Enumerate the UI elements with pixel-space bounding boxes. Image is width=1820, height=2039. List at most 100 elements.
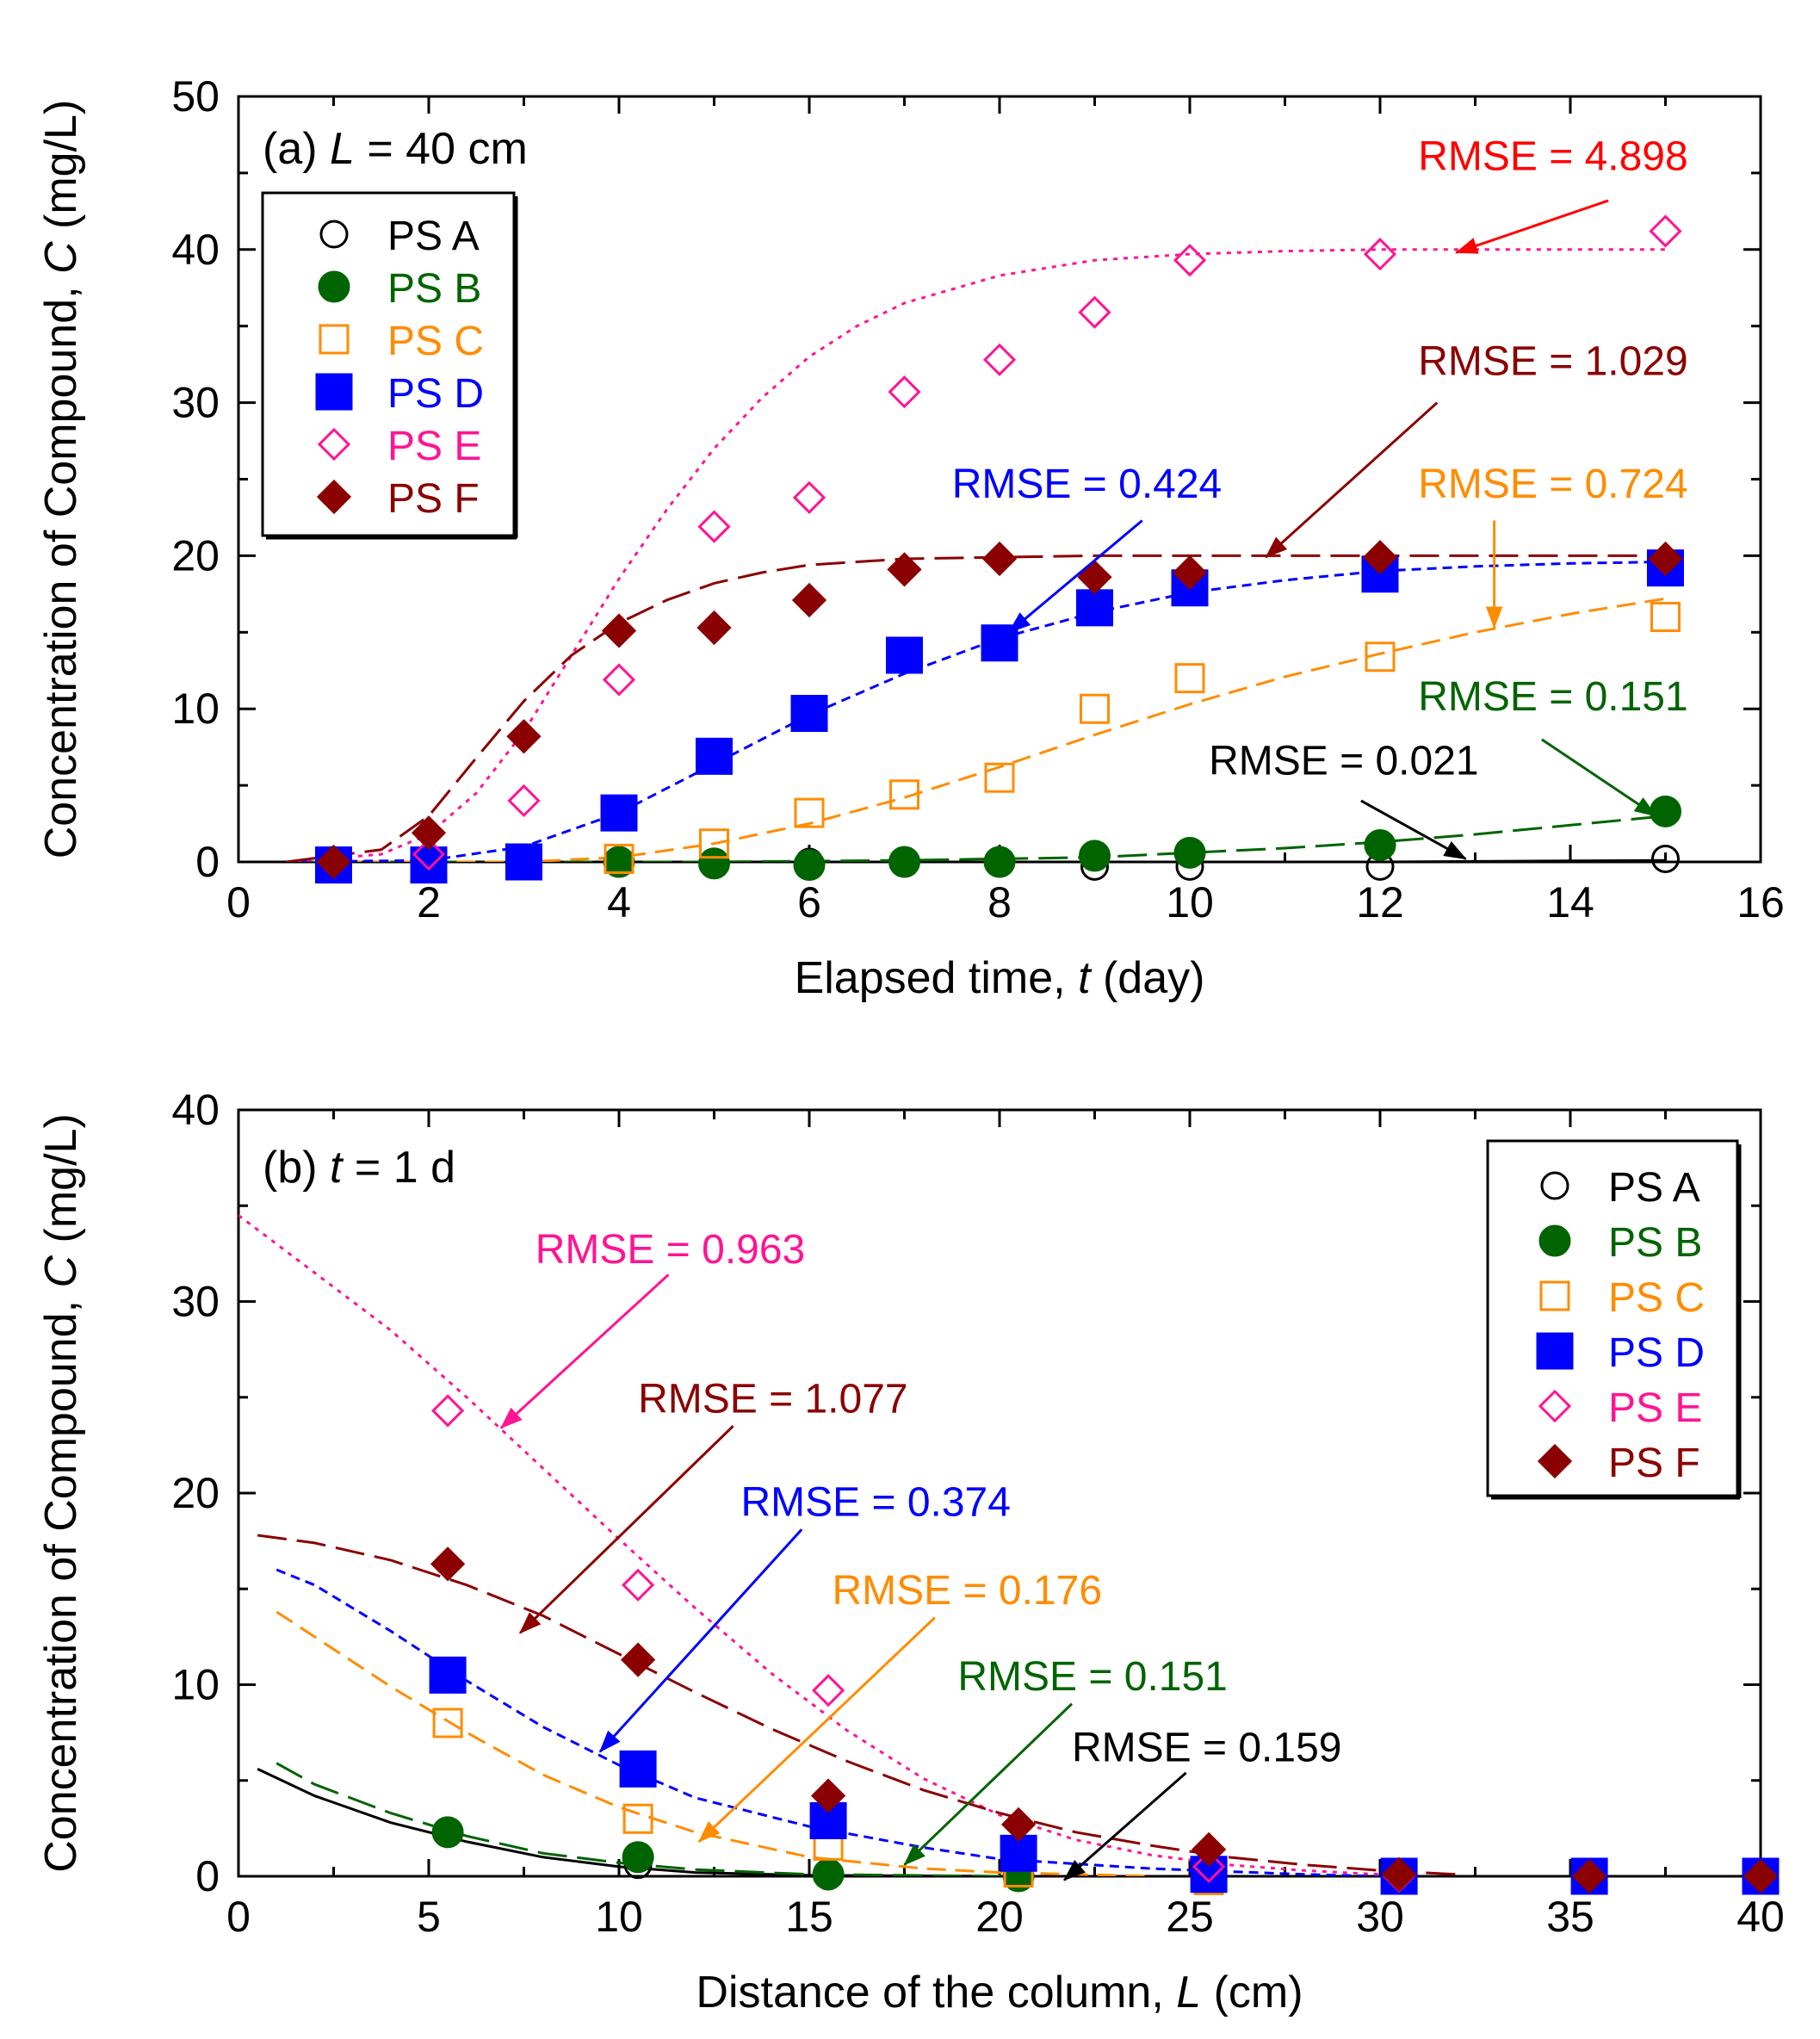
- data-point: [1078, 295, 1111, 329]
- legend-label: PS A: [1608, 1165, 1700, 1211]
- data-point: [1571, 1858, 1607, 1894]
- data-point: [600, 794, 638, 832]
- data-point: [430, 1546, 466, 1582]
- rmse-label: RMSE = 0.176: [833, 1568, 1103, 1614]
- data-point: [982, 343, 1017, 376]
- data-point: [1649, 214, 1682, 248]
- rmse-arrow-head: [1455, 238, 1479, 254]
- x-tick-label: 8: [987, 878, 1012, 927]
- legend-marker: [317, 427, 351, 462]
- fit-curve-ps-a: [286, 858, 1666, 862]
- rmse-arrow-shaft: [1008, 519, 1143, 634]
- rmse-annotation: RMSE = 0.151: [1418, 674, 1688, 817]
- panel-title: (b) t = 1 d: [263, 1143, 455, 1193]
- fit-curve-ps-c: [286, 597, 1666, 862]
- rmse-label: RMSE = 1.029: [1418, 339, 1688, 385]
- fit-curve-ps-b: [286, 815, 1666, 862]
- x-tick-label: 16: [1736, 878, 1785, 927]
- data-point: [1191, 1831, 1227, 1867]
- rmse-arrow-head: [1633, 796, 1657, 817]
- data-point: [1363, 238, 1397, 271]
- x-tick-label: 12: [1356, 878, 1404, 927]
- rmse-arrow-head: [598, 1730, 621, 1753]
- rmse-annotation: RMSE = 4.898: [1418, 133, 1688, 254]
- data-point: [791, 582, 827, 618]
- rmse-annotation: RMSE = 0.724: [1418, 462, 1688, 629]
- y-tick-label: 40: [171, 226, 220, 274]
- rmse-annotation: RMSE = 0.424: [952, 462, 1222, 634]
- legend-marker: [318, 270, 350, 303]
- y-axis-label: Concentration of Compound, C (mg/L): [36, 1113, 86, 1873]
- data-point: [410, 846, 448, 884]
- data-point: [1365, 641, 1396, 672]
- data-point: [810, 1778, 846, 1813]
- data-point: [1000, 1807, 1037, 1843]
- data-point: [1648, 541, 1683, 577]
- data-point: [1076, 589, 1113, 627]
- rmse-arrow-shaft: [1541, 738, 1657, 817]
- legend: PS A PS B PS C PS D PS E PS F: [1486, 1139, 1742, 1500]
- data-point: [1743, 1858, 1779, 1894]
- legend-box: [1486, 1139, 1739, 1497]
- x-tick-label: 0: [226, 878, 251, 927]
- rmse-arrow-head: [903, 1844, 925, 1866]
- legend-label: PS D: [1608, 1330, 1705, 1376]
- rmse-label: RMSE = 4.898: [1418, 133, 1688, 179]
- data-point: [811, 1674, 845, 1707]
- y-tick-label: 50: [171, 72, 220, 121]
- data-point: [983, 846, 1016, 878]
- x-tick-label: 35: [1546, 1893, 1594, 1941]
- legend-marker: [1536, 1332, 1574, 1370]
- data-point: [1364, 828, 1396, 861]
- x-tick-label: 14: [1546, 878, 1594, 927]
- rmse-label: RMSE = 0.724: [1418, 462, 1688, 507]
- series-ps-e: [317, 214, 1682, 879]
- x-tick-label: 4: [607, 878, 631, 927]
- rmse-arrow-shaft: [1455, 199, 1609, 254]
- y-tick-label: 0: [195, 1852, 220, 1900]
- legend-label: PS E: [387, 424, 481, 469]
- fit-curve-ps-f: [257, 1534, 1457, 1876]
- data-point: [432, 1707, 463, 1738]
- legend-label: PS B: [1608, 1220, 1702, 1266]
- data-point: [889, 779, 919, 810]
- rmse-arrow-shaft: [1265, 401, 1439, 559]
- fit-curve-ps-d: [275, 1568, 1381, 1876]
- data-point: [888, 846, 920, 878]
- data-point: [886, 636, 923, 674]
- data-point: [984, 762, 1015, 793]
- rmse-annotation: RMSE = 1.029: [1265, 339, 1688, 559]
- data-point: [1651, 844, 1680, 873]
- data-point: [793, 849, 826, 882]
- legend-marker: [1538, 1224, 1571, 1257]
- legend-marker: [319, 324, 350, 355]
- rmse-arrow-shaft: [1063, 1771, 1187, 1881]
- rmse-arrow-head: [1485, 606, 1503, 629]
- data-point: [888, 375, 921, 409]
- data-point: [794, 797, 825, 828]
- fit-curve-ps-e: [238, 1214, 1381, 1876]
- x-tick-label: 10: [1166, 878, 1214, 927]
- x-tick-label: 10: [595, 1893, 643, 1941]
- data-point: [506, 719, 542, 754]
- rmse-arrow-head: [1265, 536, 1288, 559]
- data-point: [507, 784, 541, 818]
- data-point: [602, 663, 636, 697]
- data-point: [1079, 840, 1111, 872]
- rmse-label: RMSE = 0.151: [957, 1654, 1228, 1700]
- data-point: [1650, 602, 1681, 633]
- rmse-annotation: RMSE = 0.176: [697, 1568, 1103, 1844]
- legend-label: PS C: [387, 319, 484, 364]
- series-ps-f: [430, 1546, 1779, 1894]
- data-point: [619, 1750, 657, 1788]
- data-point: [505, 843, 542, 881]
- data-point: [1173, 244, 1207, 277]
- legend-label: PS F: [387, 476, 480, 522]
- y-tick-label: 20: [171, 531, 220, 579]
- chart-panel-b: 0 5 10 15 20 25 30 35 40 0 10 20 30 40 Distance of the…: [36, 1086, 1785, 2017]
- data-point: [1173, 836, 1206, 869]
- fit-curve-ps-f: [286, 554, 1666, 862]
- legend-box: [261, 191, 516, 537]
- data-point: [622, 1841, 654, 1874]
